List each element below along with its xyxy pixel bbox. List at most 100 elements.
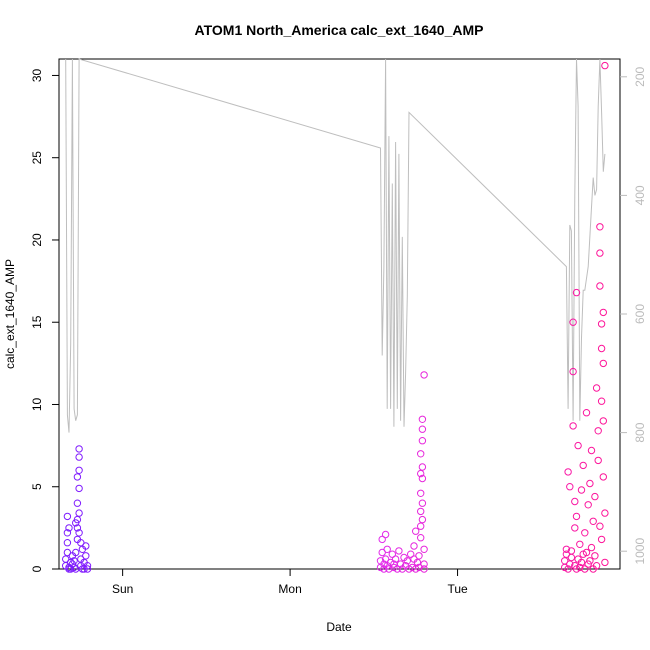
data-point xyxy=(594,456,602,465)
x-tick-label: Sun xyxy=(112,582,133,596)
data-point xyxy=(597,320,606,328)
data-point xyxy=(420,565,428,573)
data-point xyxy=(597,397,606,405)
data-point xyxy=(420,560,428,568)
data-point xyxy=(418,437,427,445)
data-point xyxy=(597,535,606,544)
data-point xyxy=(75,445,83,453)
data-point xyxy=(601,61,609,70)
y2-tick-label: 600 xyxy=(633,304,647,324)
data-point xyxy=(407,550,415,558)
data-point xyxy=(65,524,73,532)
data-point xyxy=(572,512,581,521)
data-point xyxy=(415,563,423,572)
data-point xyxy=(410,542,418,550)
data-point xyxy=(576,540,584,548)
data-point xyxy=(385,565,393,573)
data-point xyxy=(594,427,602,435)
data-point xyxy=(72,548,80,557)
data-point xyxy=(378,535,386,544)
data-point xyxy=(596,282,604,290)
data-point xyxy=(601,509,609,517)
x-tick-label: Mon xyxy=(278,582,301,596)
data-point xyxy=(577,486,586,494)
y-tick-label: 20 xyxy=(30,233,44,247)
data-point xyxy=(390,560,398,568)
data-point xyxy=(567,547,576,555)
y-axis-label: calc_ext_1640_AMP xyxy=(3,259,17,369)
data-point xyxy=(562,545,571,553)
data-point xyxy=(581,529,589,537)
data-point xyxy=(572,288,581,297)
data-point xyxy=(587,543,596,552)
data-point xyxy=(63,529,72,537)
data-point xyxy=(589,517,597,525)
scatter-series xyxy=(61,61,609,573)
data-point xyxy=(393,565,401,573)
data-point xyxy=(596,249,604,257)
data-point xyxy=(599,308,607,317)
data-point xyxy=(566,483,574,491)
data-point xyxy=(581,565,589,573)
data-point xyxy=(564,468,572,476)
data-point xyxy=(420,371,428,379)
data-point xyxy=(418,474,427,483)
data-point xyxy=(569,422,577,430)
data-point xyxy=(417,522,425,530)
y-tick-label: 25 xyxy=(30,151,44,165)
data-point xyxy=(418,425,427,433)
data-point xyxy=(73,499,82,507)
data-point xyxy=(569,318,577,326)
series-line xyxy=(65,58,606,433)
data-point xyxy=(381,555,390,563)
data-point xyxy=(586,479,594,488)
data-point xyxy=(75,529,83,537)
data-point xyxy=(73,524,82,532)
data-point xyxy=(574,441,582,450)
data-point xyxy=(415,552,423,560)
data-point xyxy=(561,557,569,565)
y2-tick-label: 1000 xyxy=(633,538,647,565)
y2-tick-label: 400 xyxy=(633,185,647,205)
data-point xyxy=(72,519,80,527)
data-point xyxy=(599,359,607,368)
data-point xyxy=(571,524,579,532)
data-point xyxy=(601,558,609,567)
data-point xyxy=(395,547,403,555)
data-point xyxy=(391,555,400,563)
data-point xyxy=(63,539,72,547)
data-point xyxy=(413,558,422,567)
data-point xyxy=(592,562,601,570)
y-tick-label: 10 xyxy=(30,398,44,412)
y-tick-label: 15 xyxy=(30,315,44,329)
y2-tick-label: 800 xyxy=(633,422,647,442)
data-point xyxy=(571,497,579,506)
data-point xyxy=(579,461,587,470)
data-point xyxy=(587,446,596,455)
line-series xyxy=(65,58,606,433)
data-point xyxy=(417,507,425,516)
chart-title: ATOM1 North_America calc_ext_1640_AMP xyxy=(195,22,484,38)
data-point xyxy=(417,489,425,497)
data-point xyxy=(418,463,427,471)
data-point xyxy=(596,522,604,530)
data-point xyxy=(564,565,572,573)
data-point xyxy=(591,492,599,501)
data-point xyxy=(567,553,576,562)
data-point xyxy=(412,527,420,535)
data-point xyxy=(75,453,83,461)
data-point xyxy=(63,548,72,557)
data-point xyxy=(417,469,425,478)
data-point xyxy=(420,545,428,553)
y2-tick-label: 200 xyxy=(633,66,647,86)
data-point xyxy=(584,501,592,509)
data-point xyxy=(582,548,591,557)
data-point xyxy=(381,530,390,539)
data-point xyxy=(599,417,607,425)
data-point xyxy=(599,473,607,481)
x-axis-label: Date xyxy=(326,620,352,634)
y-tick-label: 30 xyxy=(30,69,44,83)
data-point xyxy=(569,367,577,376)
data-point xyxy=(591,552,599,560)
